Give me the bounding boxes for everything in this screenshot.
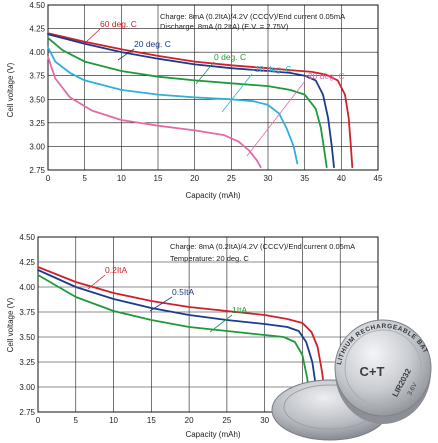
y-tick-label: 4.25 — [19, 258, 35, 267]
annotation-line-2: Temperature: 20 deg. C — [170, 254, 249, 263]
y-tick-label: 3.00 — [29, 142, 45, 151]
x-tick-label: 20 — [185, 416, 194, 425]
series-label-60-deg-c: 60 deg. C — [100, 19, 137, 29]
annotation-line-2: Discharge: 8mA (0.2ItA) (E.V. = 2.75V) — [160, 22, 289, 31]
battery-inner-ring — [344, 329, 422, 407]
series-line-2 — [47, 37, 328, 169]
x-tick-label: 5 — [82, 174, 87, 183]
chart-temperature: 0 5 10 15 20 25 30 35 40 45 2.75 3.00 3.25 3.50 3.75 4… — [6, 1, 383, 200]
leader-20-deg-c — [117, 48, 135, 61]
battery-front — [334, 319, 432, 417]
y-tick-label: 4.00 — [19, 283, 35, 292]
leader-minus-20-deg-c — [246, 80, 306, 157]
x-axis-label: Capacity (mAh) — [185, 191, 240, 200]
annotation-line-1: Charge: 8mA (0.2ItA)/4.2V (CCCV)/End cur… — [160, 12, 345, 21]
x-tick-label: 15 — [154, 174, 163, 183]
x-tick-label: 45 — [374, 174, 383, 183]
y-axis-label: Cell voltage (V) — [6, 297, 15, 352]
x-tick-label: 35 — [300, 174, 309, 183]
series-line-4 — [47, 56, 262, 169]
y-ticks: 2.75 3.00 3.25 3.50 3.75 4.00 4.25 4.50 — [29, 1, 45, 175]
leader-0-5-ita — [149, 296, 173, 312]
series-line-0 — [37, 266, 327, 398]
y-ticks: 2.75 3.00 3.25 3.50 3.75 4.00 4.25 4.50 — [19, 233, 35, 417]
x-tick-label: 30 — [260, 416, 269, 425]
y-tick-label: 3.50 — [29, 95, 45, 104]
y-tick-label: 3.75 — [19, 308, 35, 317]
x-ticks: 0 5 10 15 20 25 30 35 40 45 — [46, 174, 383, 183]
series-line-1 — [37, 269, 317, 388]
series-line-2 — [37, 274, 311, 398]
x-tick-label: 40 — [337, 174, 346, 183]
x-tick-label: 30 — [264, 174, 273, 183]
series-label-1-ita: 1ItA — [232, 305, 247, 315]
series-line-3 — [47, 46, 299, 165]
leader-0-deg-c — [195, 61, 215, 85]
series-lines — [37, 266, 327, 398]
series-label-leaders — [87, 274, 233, 333]
series-line-0 — [47, 32, 354, 169]
leader-0-2-ita — [87, 274, 106, 290]
series-label-0-deg-c: 0 deg. C — [214, 52, 246, 62]
y-tick-label: 4.00 — [29, 48, 45, 57]
x-tick-label: 25 — [227, 174, 236, 183]
series-label-0-2-ita: 0.2ItA — [105, 265, 128, 275]
y-tick-label: 4.25 — [29, 25, 45, 34]
x-tick-label: 0 — [46, 174, 51, 183]
y-tick-label: 3.00 — [19, 383, 35, 392]
x-tick-label: 10 — [117, 174, 126, 183]
x-tick-label: 15 — [147, 416, 156, 425]
x-tick-label: 0 — [36, 416, 41, 425]
series-label-0-5-ita: 0.5ItA — [172, 287, 195, 297]
leader-1-ita — [209, 314, 233, 333]
series-line-1 — [47, 33, 335, 169]
plot-border — [47, 4, 379, 171]
series-label-leaders — [84, 28, 306, 157]
y-tick-label: 3.50 — [19, 333, 35, 342]
x-tick-label: 20 — [190, 174, 199, 183]
y-tick-label: 2.75 — [29, 166, 45, 175]
y-tick-label: 4.50 — [29, 1, 45, 10]
y-tick-label: 4.50 — [19, 233, 35, 242]
annotation-line-1: Charge: 8mA (0.2ItA)/4.2V (CCCV)/End cur… — [170, 242, 355, 251]
series-label-minus-20-deg-c: -20 deg. C — [305, 71, 345, 81]
leader-60-deg-c — [84, 28, 101, 44]
y-tick-label: 3.25 — [29, 119, 45, 128]
battery-brand-mark: C+T — [360, 364, 385, 379]
plot-frame — [47, 4, 379, 171]
y-tick-label: 2.75 — [19, 408, 35, 417]
x-tick-label: 25 — [222, 416, 231, 425]
x-tick-label: 10 — [109, 416, 118, 425]
leader-minus-10-deg-c — [221, 73, 253, 113]
series-label-20-deg-c: 20 deg. C — [134, 39, 171, 49]
x-axis-label: Capacity (mAh) — [185, 430, 240, 439]
x-tick-label: 5 — [74, 416, 79, 425]
y-tick-label: 3.25 — [19, 358, 35, 367]
y-tick-label: 3.75 — [29, 72, 45, 81]
y-axis-label: Cell voltage (V) — [6, 62, 15, 117]
series-label-minus-10-deg-c: -10 deg. C — [252, 64, 292, 74]
series-lines — [47, 32, 354, 169]
